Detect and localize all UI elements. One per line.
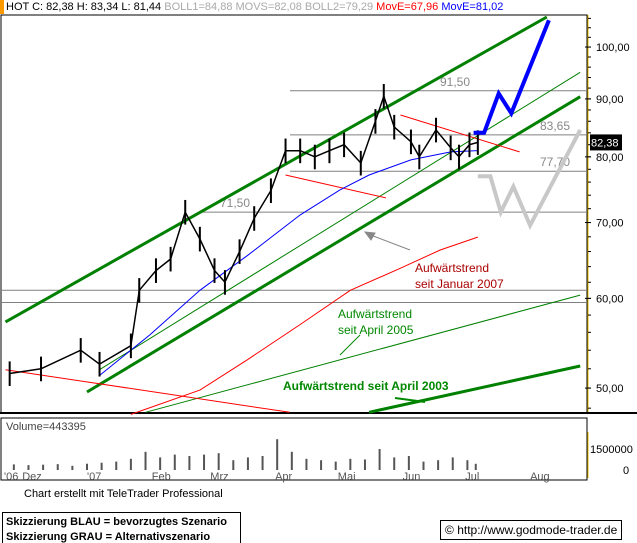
trendline-april-2005 bbox=[145, 294, 581, 413]
scenario-grau bbox=[477, 128, 582, 231]
y-tick-label: 90,00 bbox=[596, 94, 624, 106]
trendline-thin bbox=[99, 71, 581, 371]
level-label: 83,65 bbox=[540, 119, 570, 133]
close-value: C: 82,38 bbox=[32, 1, 74, 13]
legend-gray: Skizzierung GRAU = Alternativszenario bbox=[6, 531, 211, 543]
arrow-head-icon bbox=[363, 231, 376, 241]
trendline-downtrend bbox=[5, 369, 290, 413]
annotation-apr-2005-line2: seit April 2005 bbox=[338, 323, 414, 337]
price-chart[interactable]: 91,5083,6577,7071,50100,0090,0080,0070,0… bbox=[0, 0, 637, 485]
annotation-jan-2007-line2: seit Januar 2007 bbox=[415, 277, 504, 291]
y-tick-label: 50,00 bbox=[596, 383, 624, 395]
trendline-channel-upper bbox=[4, 15, 548, 324]
trendline-channel-lower bbox=[86, 95, 581, 394]
last-price-tag bbox=[590, 134, 622, 151]
annotation-apr-2003: Aufwärtstrend seit April 2003 bbox=[283, 379, 449, 393]
symbol: HOT bbox=[6, 1, 30, 13]
x-tick-label: Mrz bbox=[210, 471, 228, 483]
y-tick-label: 60,00 bbox=[596, 293, 624, 305]
x-tick-label: Apr bbox=[275, 471, 292, 483]
source-url[interactable]: http://www.godmode-trader.de bbox=[457, 523, 618, 537]
arrow-apr-2005 bbox=[339, 334, 361, 356]
move-red-value: MovE=67,96 bbox=[376, 1, 439, 13]
level-label: 91,50 bbox=[440, 75, 470, 89]
trendline-april-2003 bbox=[368, 364, 581, 414]
source-link[interactable]: © http://www.godmode-trader.de bbox=[440, 520, 623, 540]
scenario-legend: Skizzierung BLAU = bevorzugtes Szenario … bbox=[2, 512, 241, 543]
annotation-jan-2007-line1: Aufwärtstrend bbox=[415, 261, 489, 275]
x-tick-label: Dez bbox=[22, 471, 42, 483]
low-value: L: 81,44 bbox=[121, 1, 162, 13]
y-tick-label: 100,00 bbox=[596, 42, 630, 54]
chart-credit: Chart erstellt mit TeleTrader Profession… bbox=[24, 488, 223, 500]
boll1-value: BOLL1=84,88 bbox=[164, 1, 233, 13]
x-tick-label: Feb bbox=[152, 471, 171, 483]
moving-average-line bbox=[99, 150, 478, 376]
volume-tick-label: 1500000 bbox=[590, 444, 633, 456]
plot-frame bbox=[0, 14, 588, 414]
x-tick-label: '06 bbox=[4, 471, 18, 483]
high-value: H: 83,34 bbox=[76, 1, 119, 13]
volume-tick-label: 0 bbox=[623, 465, 629, 477]
boll2-value: BOLL2=79,29 bbox=[304, 1, 374, 13]
arrow-apr-2003 bbox=[394, 397, 426, 403]
x-tick-label: Jul bbox=[465, 471, 479, 483]
annotation-arrows bbox=[339, 231, 426, 403]
moving-average-line bbox=[130, 236, 478, 415]
scenario-blau bbox=[473, 19, 551, 135]
last-price-label: 82,38 bbox=[591, 137, 619, 149]
y-tick-label: 70,00 bbox=[596, 218, 624, 230]
move-blue-value: MovE=81,02 bbox=[441, 1, 504, 13]
movs-value: MOVS=82,08 bbox=[235, 1, 302, 13]
x-tick-label: '07 bbox=[87, 471, 101, 483]
x-tick-label: Jun bbox=[403, 471, 421, 483]
trendline-flag bbox=[285, 174, 387, 199]
copyright-icon: © bbox=[445, 523, 454, 537]
accent-marker bbox=[0, 0, 4, 14]
x-tick-label: Mai bbox=[338, 471, 356, 483]
level-label: 71,50 bbox=[220, 196, 250, 210]
x-tick-label: Aug bbox=[530, 471, 550, 483]
volume-label: Volume=443395 bbox=[6, 421, 86, 433]
annotation-apr-2005-line1: Aufwärtstrend bbox=[338, 307, 412, 321]
trendline-pennant-upper bbox=[400, 114, 520, 153]
chart-header: HOT C: 82,38 H: 83,34 L: 81,44 BOLL1=84,… bbox=[0, 0, 503, 15]
y-tick-label: 80,00 bbox=[596, 152, 624, 164]
legend-blue: Skizzierung BLAU = bevorzugtes Szenario bbox=[6, 516, 227, 528]
volume-frame bbox=[0, 417, 588, 481]
arrow-jan-2007 bbox=[367, 233, 411, 251]
